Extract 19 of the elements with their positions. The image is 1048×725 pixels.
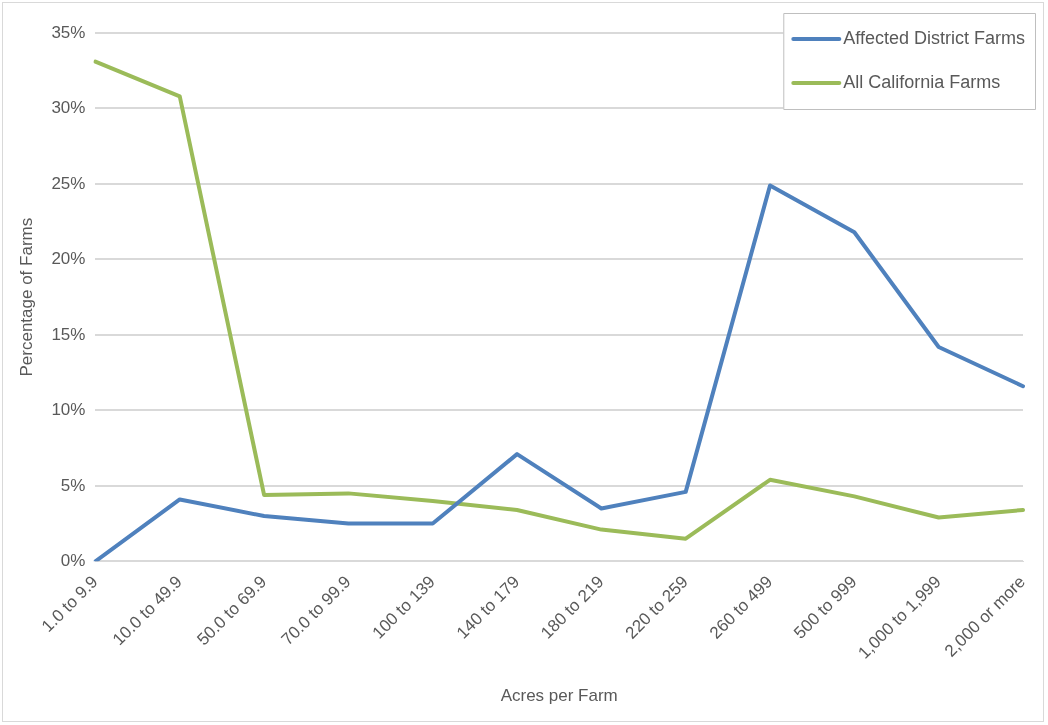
x-tick-label: 100 to 139 xyxy=(368,572,439,643)
y-tick-label: 25% xyxy=(51,173,86,193)
x-tick-label: 1.0 to 9.9 xyxy=(38,572,102,636)
legend-label: All California Farms xyxy=(843,71,1001,92)
y-tick-label: 15% xyxy=(51,324,86,344)
x-tick-label: 500 to 999 xyxy=(790,572,861,643)
y-tick-label: 30% xyxy=(51,98,86,118)
y-tick-label: 35% xyxy=(51,22,86,42)
legend-label: Affected District Farms xyxy=(843,27,1026,48)
x-tick-label: 180 to 219 xyxy=(537,572,608,643)
x-tick-label: 220 to 259 xyxy=(621,572,692,643)
x-tick-label: 260 to 499 xyxy=(705,572,777,643)
y-tick-label: 20% xyxy=(51,249,86,269)
y-tick-label: 0% xyxy=(60,551,86,570)
x-tick-label: 140 to 179 xyxy=(452,572,524,643)
y-tick-label: 5% xyxy=(60,475,86,495)
y-tick-label: 10% xyxy=(51,400,86,420)
y-axis-title: Percentage of Farms xyxy=(16,217,36,377)
x-axis-title: Acres per Farm xyxy=(500,686,618,706)
